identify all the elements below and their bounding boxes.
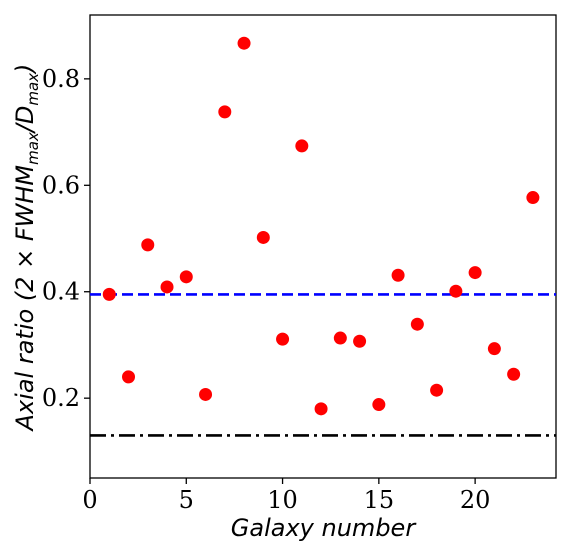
x-tick-label: 10	[267, 486, 298, 514]
y-axis-label-main: Axial ratio (2 × FWHM	[11, 165, 39, 433]
y-axis-ticks: 0.2 0.4 0.6 0.8	[42, 65, 90, 412]
data-point	[102, 287, 116, 301]
x-tick-label: 0	[82, 486, 97, 514]
y-tick-label: 0.2	[42, 384, 80, 412]
data-point	[487, 342, 501, 356]
y-tick-label: 0.4	[42, 278, 80, 306]
data-point	[449, 284, 463, 298]
data-point	[526, 191, 540, 205]
y-tick-label: 0.6	[42, 171, 80, 199]
x-axis-ticks: 0 5 10 15 20	[82, 478, 490, 514]
data-point	[314, 402, 328, 416]
x-tick-label: 15	[364, 486, 395, 514]
data-points	[102, 36, 540, 416]
data-point	[218, 105, 232, 119]
data-point	[160, 280, 174, 294]
data-point	[237, 36, 251, 50]
data-point	[507, 367, 521, 381]
y-axis-label-mid: /D	[11, 106, 39, 135]
y-axis-label-sub2: max	[24, 73, 42, 106]
data-point	[179, 270, 193, 284]
data-point	[391, 268, 405, 282]
data-point	[333, 331, 347, 345]
data-point	[256, 230, 270, 244]
x-tick-label: 20	[460, 486, 491, 514]
y-axis-label: Axial ratio (2 × FWHMmax/Dmax)	[11, 64, 42, 433]
data-point	[468, 266, 482, 280]
data-point	[430, 383, 444, 397]
data-point	[353, 334, 367, 348]
data-point	[372, 398, 386, 412]
y-axis-label-sub1: max	[24, 132, 42, 165]
reference-lines	[90, 293, 556, 437]
x-tick-label: 5	[179, 486, 194, 514]
data-point	[122, 370, 136, 384]
data-point	[295, 139, 309, 153]
data-point	[276, 332, 290, 346]
x-axis-label: Galaxy number	[231, 514, 418, 542]
data-point	[199, 387, 213, 401]
y-axis-label-end: )	[11, 64, 39, 75]
data-point	[410, 317, 424, 331]
plot-frame	[89, 14, 557, 479]
y-tick-label: 0.8	[42, 65, 80, 93]
data-point	[141, 238, 155, 252]
